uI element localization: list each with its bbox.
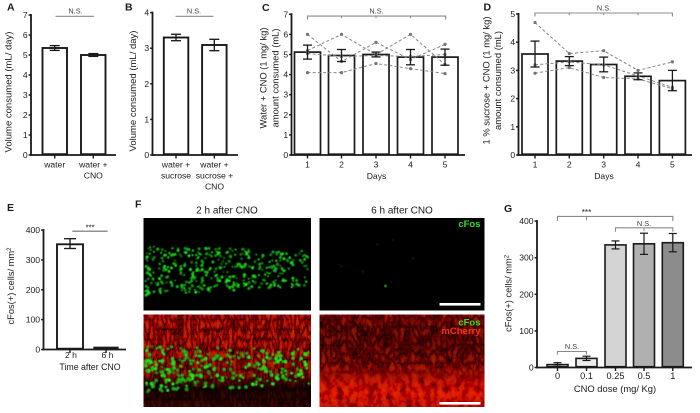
svg-text:N.S.: N.S. [369, 6, 383, 15]
svg-text:N.S.: N.S. [565, 342, 579, 351]
svg-text:4: 4 [408, 160, 413, 170]
svg-text:2 h: 2 h [65, 350, 77, 360]
svg-text:mCherry: mCherry [441, 326, 481, 337]
svg-text:F: F [135, 199, 142, 211]
svg-text:3: 3 [601, 160, 606, 170]
svg-text:3: 3 [23, 90, 28, 100]
svg-text:6: 6 [23, 30, 28, 40]
svg-text:6 h: 6 h [102, 350, 114, 360]
svg-text:200: 200 [26, 285, 41, 295]
svg-text:***: *** [582, 208, 592, 217]
svg-text:0.25: 0.25 [607, 371, 625, 381]
svg-text:water +: water + [161, 160, 190, 170]
svg-text:5: 5 [23, 50, 28, 60]
svg-text:2: 2 [283, 110, 288, 120]
svg-text:CNO: CNO [84, 171, 103, 181]
svg-text:CNO: CNO [205, 182, 224, 192]
svg-text:1: 1 [670, 371, 675, 381]
svg-text:1 % sucrose + CNO (1 mg/ kg): 1 % sucrose + CNO (1 mg/ kg) [481, 17, 492, 145]
svg-text:0: 0 [283, 150, 288, 160]
svg-text:cFos(+) cells/ mm2: cFos(+) cells/ mm2 [6, 247, 16, 325]
svg-text:0: 0 [35, 345, 40, 355]
svg-text:2: 2 [567, 160, 572, 170]
svg-text:0: 0 [529, 363, 534, 373]
svg-text:amount consumed (mL): amount consumed (mL) [269, 28, 280, 127]
svg-text:0: 0 [555, 371, 560, 381]
svg-text:0.1: 0.1 [580, 371, 593, 381]
svg-text:2: 2 [144, 79, 149, 89]
svg-text:2 h after CNO: 2 h after CNO [196, 206, 258, 217]
svg-text:1: 1 [144, 114, 149, 124]
svg-text:***: *** [85, 223, 94, 232]
svg-text:water: water [43, 160, 65, 170]
svg-text:sucrose +: sucrose + [196, 171, 234, 181]
svg-text:400: 400 [26, 225, 41, 235]
svg-text:2: 2 [510, 94, 515, 104]
svg-text:2: 2 [23, 110, 28, 120]
svg-text:7: 7 [283, 9, 288, 19]
svg-text:CNO dose (mg/ Kg): CNO dose (mg/ Kg) [574, 383, 656, 394]
svg-text:5: 5 [443, 160, 448, 170]
svg-text:Time after CNO: Time after CNO [59, 362, 120, 372]
svg-text:N.S.: N.S. [68, 7, 82, 16]
svg-text:1: 1 [283, 130, 288, 140]
svg-text:3: 3 [510, 65, 515, 75]
svg-text:3: 3 [144, 43, 149, 53]
svg-text:N.S.: N.S. [597, 3, 611, 12]
svg-text:water +: water + [199, 160, 228, 170]
svg-text:1: 1 [23, 130, 28, 140]
svg-text:4: 4 [510, 37, 515, 47]
svg-text:cFos(+) cells/ mm2: cFos(+) cells/ mm2 [504, 254, 514, 332]
svg-text:100: 100 [519, 326, 534, 336]
svg-text:Days: Days [594, 171, 614, 181]
svg-text:400: 400 [519, 216, 534, 226]
svg-text:N.S.: N.S. [187, 7, 201, 16]
svg-text:C: C [262, 2, 270, 14]
svg-text:4: 4 [636, 160, 641, 170]
svg-text:1: 1 [305, 160, 310, 170]
svg-text:cFos: cFos [458, 318, 480, 329]
svg-text:7: 7 [23, 10, 28, 20]
svg-text:0.5: 0.5 [638, 371, 651, 381]
svg-text:4: 4 [283, 70, 288, 80]
svg-text:1: 1 [510, 122, 515, 132]
svg-text:2: 2 [339, 160, 344, 170]
svg-text:cFos: cFos [458, 219, 480, 230]
svg-text:5: 5 [670, 160, 675, 170]
svg-text:300: 300 [26, 255, 41, 265]
svg-text:5: 5 [510, 9, 515, 19]
svg-text:Water + CNO (1 mg/ kg): Water + CNO (1 mg/ kg) [258, 28, 269, 129]
svg-text:amount consumed (mL): amount consumed (mL) [492, 31, 503, 130]
svg-text:1: 1 [533, 160, 538, 170]
svg-text:4: 4 [23, 70, 28, 80]
svg-text:5: 5 [283, 50, 288, 60]
svg-text:200: 200 [519, 289, 534, 299]
svg-text:Volume consumed (mL/ day): Volume consumed (mL/ day) [128, 31, 139, 152]
svg-text:G: G [504, 203, 512, 215]
svg-text:A: A [7, 2, 15, 14]
svg-text:0: 0 [144, 150, 149, 160]
svg-text:N.S.: N.S. [637, 219, 651, 228]
svg-text:E: E [7, 202, 14, 214]
svg-text:Volume consumed (mL/ day): Volume consumed (mL/ day) [4, 32, 15, 153]
svg-text:300: 300 [519, 253, 534, 263]
svg-text:0: 0 [23, 150, 28, 160]
svg-text:100: 100 [26, 315, 41, 325]
svg-text:6 h after CNO: 6 h after CNO [371, 206, 433, 217]
svg-text:3: 3 [283, 90, 288, 100]
svg-text:Days: Days [367, 171, 387, 181]
svg-text:D: D [484, 2, 492, 14]
svg-text:4: 4 [144, 8, 149, 18]
svg-text:6: 6 [283, 29, 288, 39]
svg-text:0: 0 [510, 150, 515, 160]
svg-text:sucrose: sucrose [161, 171, 191, 181]
svg-text:water +: water + [78, 160, 107, 170]
svg-text:B: B [125, 2, 133, 14]
svg-text:3: 3 [374, 160, 379, 170]
